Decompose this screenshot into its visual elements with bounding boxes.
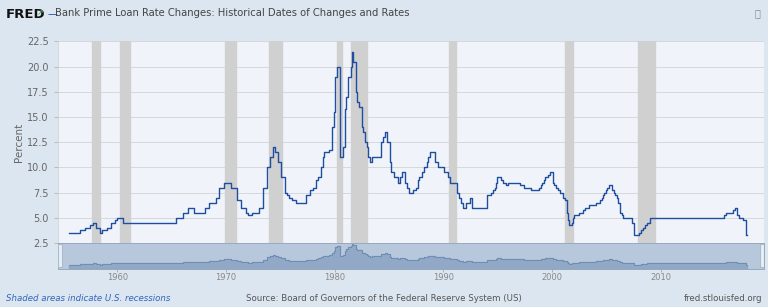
Text: Bank Prime Loan Rate Changes: Historical Dates of Changes and Rates: Bank Prime Loan Rate Changes: Historical… xyxy=(55,8,410,18)
Bar xyxy=(760,244,764,267)
Bar xyxy=(336,41,342,243)
Y-axis label: Percent: Percent xyxy=(14,122,24,162)
Bar xyxy=(351,41,366,243)
Bar xyxy=(449,41,456,243)
Text: fred.stlouisfed.org: fred.stlouisfed.org xyxy=(684,294,763,303)
Text: Shaded areas indicate U.S. recessions: Shaded areas indicate U.S. recessions xyxy=(6,294,170,303)
Text: ⤢: ⤢ xyxy=(754,8,760,18)
Text: FRED: FRED xyxy=(6,8,46,21)
Bar xyxy=(225,41,236,243)
Bar xyxy=(120,41,130,243)
Text: —: — xyxy=(48,9,58,19)
Bar xyxy=(58,244,62,267)
Bar xyxy=(565,41,573,243)
Text: Source: Board of Governors of the Federal Reserve System (US): Source: Board of Governors of the Federa… xyxy=(246,294,522,303)
Bar xyxy=(92,41,100,243)
Bar xyxy=(269,41,283,243)
Text: ↗: ↗ xyxy=(37,8,44,17)
Bar xyxy=(638,41,655,243)
